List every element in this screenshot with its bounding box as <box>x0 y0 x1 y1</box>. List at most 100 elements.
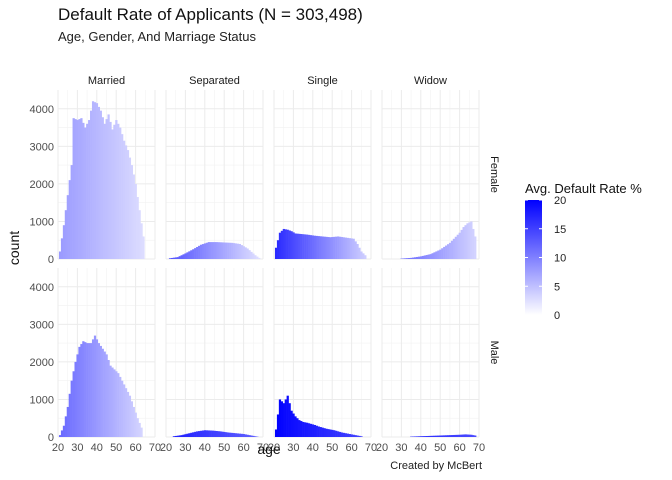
bar <box>138 210 141 259</box>
bar <box>427 254 430 259</box>
bar <box>350 238 353 259</box>
y-tick-label: 4000 <box>30 282 54 294</box>
bar <box>450 435 454 437</box>
bar <box>406 258 409 259</box>
bar <box>460 229 463 259</box>
bar <box>91 101 95 260</box>
bar <box>282 403 285 437</box>
facet-row-label: Male <box>488 341 500 365</box>
bar <box>184 253 187 259</box>
bar <box>417 256 421 259</box>
bar <box>427 435 430 437</box>
bar <box>90 110 93 260</box>
bar <box>174 435 177 437</box>
bar <box>186 252 189 259</box>
bar <box>446 435 450 437</box>
bar <box>452 238 456 259</box>
bar <box>414 436 417 437</box>
y-tick-label: 1000 <box>30 394 54 406</box>
bar <box>134 412 137 437</box>
bar <box>115 120 118 260</box>
bar <box>456 234 459 259</box>
bar <box>64 210 68 259</box>
y-tick-label: 3000 <box>30 319 54 331</box>
bar <box>346 237 349 259</box>
bar <box>288 230 291 259</box>
bar <box>280 401 284 437</box>
bar <box>230 242 234 259</box>
bar <box>60 238 64 259</box>
x-tick-label: 20 <box>376 442 388 454</box>
bar <box>207 430 210 437</box>
bar <box>462 434 465 437</box>
bar <box>364 255 367 259</box>
bar <box>307 423 311 437</box>
bar <box>315 235 318 259</box>
bar <box>464 434 467 437</box>
bar <box>182 254 185 259</box>
bar <box>414 257 417 259</box>
bar <box>194 431 197 437</box>
bar <box>82 341 85 437</box>
bar <box>101 348 104 437</box>
bar <box>132 174 135 259</box>
bar <box>198 431 201 437</box>
bar <box>124 388 128 437</box>
bar <box>445 245 448 259</box>
x-tick-label: 20 <box>52 442 64 454</box>
bar <box>174 257 177 259</box>
bar <box>225 242 228 259</box>
y-tick-label: 4000 <box>30 104 54 116</box>
bar <box>325 236 328 259</box>
bar <box>203 243 207 259</box>
bar <box>223 242 226 259</box>
bar <box>278 399 282 437</box>
bar <box>437 435 440 437</box>
bar <box>352 434 355 437</box>
bar <box>466 434 469 437</box>
bar <box>458 232 461 259</box>
bar <box>119 376 122 437</box>
bar <box>95 103 99 260</box>
bar <box>62 225 66 259</box>
bar <box>221 242 224 259</box>
bar <box>242 246 245 259</box>
bar <box>230 432 234 437</box>
bar <box>107 360 110 437</box>
bar <box>180 255 183 259</box>
bar <box>93 102 97 259</box>
bar <box>327 237 330 259</box>
chart-title: Default Rate of Applicants (N = 303,498) <box>58 5 363 24</box>
bar <box>221 431 224 437</box>
bar <box>313 235 317 259</box>
bar <box>348 238 351 259</box>
bar <box>217 242 220 259</box>
bar <box>278 232 282 259</box>
bar <box>240 245 243 259</box>
bar <box>298 420 301 437</box>
bar <box>176 435 179 437</box>
y-tick-label: 1000 <box>30 216 54 228</box>
facet-column-label: Separated <box>189 75 240 87</box>
bar <box>452 434 456 437</box>
bar <box>76 120 79 260</box>
bar <box>423 255 426 259</box>
bar <box>309 235 313 259</box>
bar <box>132 406 135 437</box>
bar <box>227 432 230 437</box>
bar <box>80 118 83 260</box>
bar <box>107 114 110 260</box>
bar <box>168 258 172 259</box>
bar <box>458 434 461 437</box>
bar <box>111 367 114 437</box>
bar <box>188 251 191 259</box>
bar <box>252 253 255 259</box>
bar <box>238 243 241 259</box>
bar <box>470 221 473 259</box>
bar <box>97 106 101 260</box>
bar <box>198 245 201 259</box>
bar <box>172 436 176 437</box>
bar <box>199 430 203 437</box>
y-axis-title: count <box>6 231 22 265</box>
